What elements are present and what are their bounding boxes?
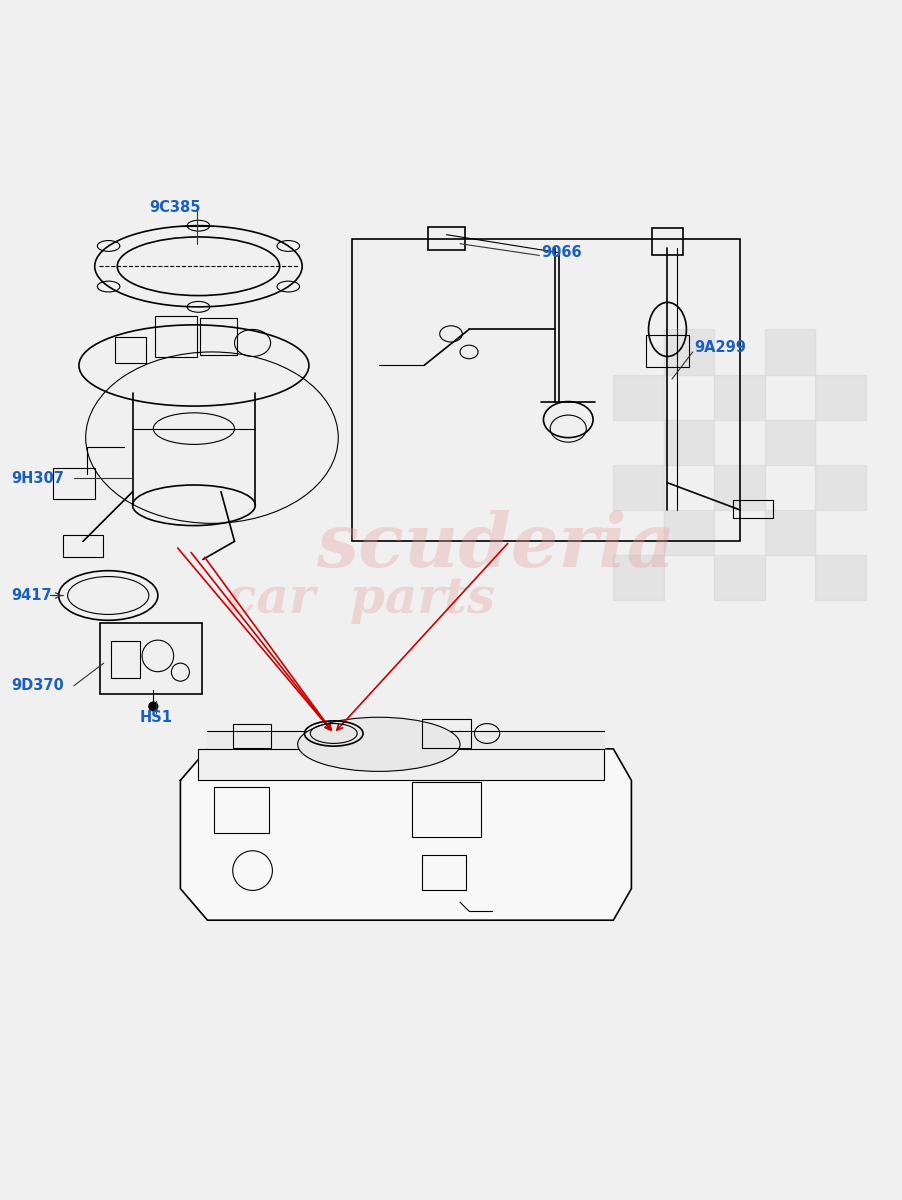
Bar (815, 554, 866, 600)
Bar (664, 329, 714, 374)
Bar (765, 329, 815, 374)
Bar (714, 464, 765, 510)
Ellipse shape (298, 718, 460, 772)
Bar (664, 510, 714, 554)
Text: 9H307: 9H307 (11, 470, 64, 486)
Text: 9066: 9066 (541, 245, 582, 260)
Bar (765, 510, 815, 554)
Text: scuderia: scuderia (316, 510, 675, 582)
Text: 9D370: 9D370 (11, 678, 63, 694)
Polygon shape (180, 749, 631, 920)
Circle shape (149, 702, 158, 710)
Bar (613, 554, 664, 600)
Polygon shape (198, 749, 604, 780)
Bar (765, 420, 815, 464)
Text: car  parts: car parts (226, 576, 494, 624)
Bar (613, 374, 664, 420)
Bar (664, 420, 714, 464)
Bar (714, 554, 765, 600)
Text: HS1: HS1 (140, 709, 173, 725)
Text: 9C385: 9C385 (149, 200, 200, 215)
Bar (714, 374, 765, 420)
Bar (613, 464, 664, 510)
Bar (352, 239, 740, 541)
Polygon shape (207, 731, 604, 749)
Bar (815, 464, 866, 510)
Text: 9A299: 9A299 (695, 340, 747, 355)
Bar (815, 374, 866, 420)
Text: 9417: 9417 (11, 588, 51, 602)
